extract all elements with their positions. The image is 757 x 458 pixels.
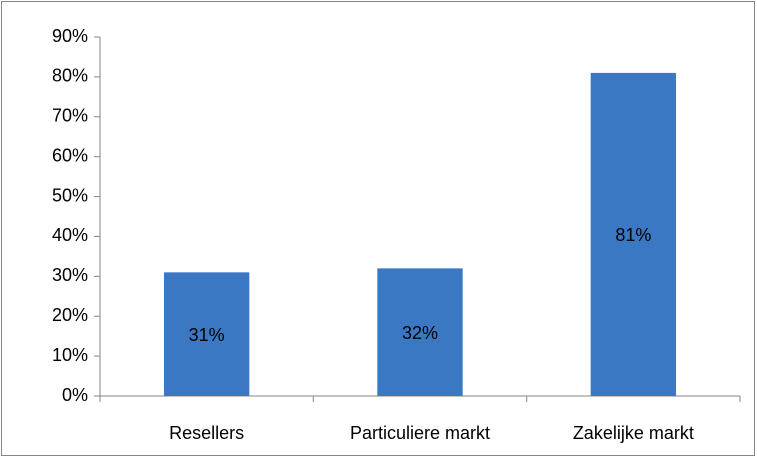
x-tick-label: Zakelijke markt: [573, 423, 694, 443]
y-tick-label: 0%: [62, 385, 88, 405]
x-tick-label: Resellers: [169, 423, 244, 443]
y-tick-label: 90%: [52, 26, 88, 46]
data-label: 31%: [189, 325, 225, 345]
y-tick-label: 50%: [52, 185, 88, 205]
y-tick-label: 40%: [52, 225, 88, 245]
data-label: 81%: [615, 225, 651, 245]
y-tick-label: 20%: [52, 305, 88, 325]
x-tick-label: Particuliere markt: [350, 423, 490, 443]
bar: [377, 268, 463, 396]
y-tick-label: 30%: [52, 265, 88, 285]
y-tick-label: 60%: [52, 145, 88, 165]
bar: [590, 72, 676, 397]
y-tick-label: 70%: [52, 106, 88, 126]
y-tick-label: 80%: [52, 66, 88, 86]
bar: [164, 272, 250, 396]
data-label: 32%: [402, 323, 438, 343]
y-tick-label: 10%: [52, 345, 88, 365]
